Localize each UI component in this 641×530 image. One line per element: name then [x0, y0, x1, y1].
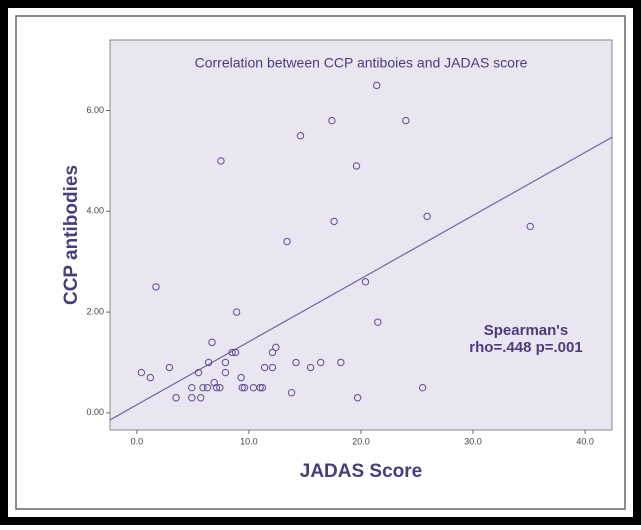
- fit-line: [109, 136, 613, 421]
- point: [203, 383, 212, 392]
- point: [374, 318, 382, 326]
- point: [217, 157, 225, 165]
- point: [165, 363, 174, 372]
- point: [137, 368, 146, 377]
- point: [228, 348, 236, 357]
- x-axis-title: JADAS Score: [300, 461, 423, 482]
- x-tick-label: 40.0: [576, 436, 594, 446]
- x-tick-label: 0.0: [131, 436, 144, 446]
- point: [238, 383, 246, 392]
- point: [188, 394, 196, 402]
- point: [197, 394, 205, 402]
- point: [268, 363, 277, 372]
- y-axis-title: CCP antibodies: [61, 165, 82, 305]
- point: [418, 383, 427, 392]
- point: [402, 116, 410, 125]
- point: [216, 383, 224, 392]
- point: [283, 237, 291, 246]
- point: [199, 383, 207, 392]
- x-tick-label: 30.0: [464, 436, 482, 446]
- point: [306, 363, 315, 372]
- point: [526, 222, 534, 231]
- point: [328, 116, 336, 125]
- point: [292, 358, 300, 367]
- point: [353, 394, 362, 402]
- point: [208, 338, 216, 347]
- point: [204, 358, 213, 367]
- point: [260, 363, 269, 372]
- point: [316, 358, 325, 367]
- point: [337, 358, 345, 367]
- point: [212, 383, 221, 392]
- point: [256, 383, 264, 392]
- point: [232, 308, 241, 316]
- annotation: rho=.448 p=.001: [469, 339, 582, 356]
- y-tick-label: 2.00: [86, 306, 104, 316]
- chart-title: Correlation between CCP antiboies and JA…: [195, 55, 528, 71]
- point: [296, 132, 305, 140]
- y-tick-label: 4.00: [86, 206, 104, 216]
- x-tick-label: 10.0: [240, 436, 258, 446]
- point: [258, 383, 267, 392]
- y-tick-label: 0.00: [86, 407, 104, 417]
- point: [268, 348, 277, 357]
- point: [287, 389, 296, 397]
- point: [221, 368, 230, 377]
- point: [231, 348, 240, 357]
- x-tick-label: 20.0: [352, 436, 370, 446]
- point: [188, 383, 196, 392]
- annotation: Spearman's: [484, 322, 568, 339]
- point: [172, 394, 180, 402]
- point: [361, 278, 370, 286]
- point: [423, 212, 431, 221]
- point: [146, 373, 155, 382]
- plot-area: [109, 39, 613, 431]
- point: [330, 217, 338, 226]
- point: [352, 162, 361, 170]
- point: [372, 81, 381, 90]
- point: [194, 368, 203, 377]
- y-tick-label: 6.00: [86, 105, 104, 115]
- point: [272, 343, 280, 352]
- point: [240, 383, 249, 392]
- point: [221, 358, 230, 367]
- point: [237, 373, 245, 382]
- point: [152, 283, 160, 291]
